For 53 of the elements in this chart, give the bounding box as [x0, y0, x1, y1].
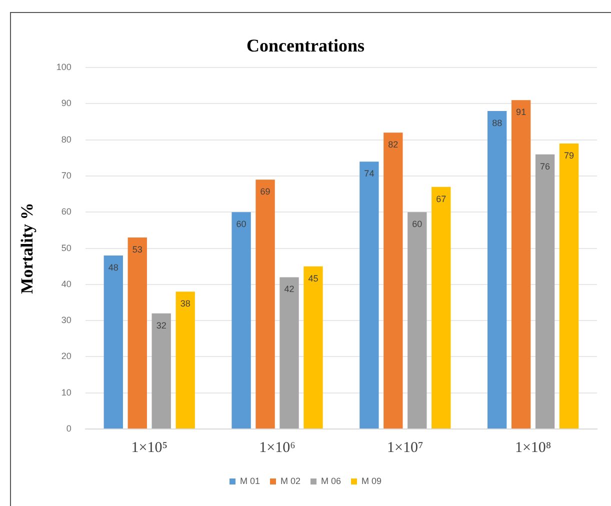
- bar: [176, 292, 195, 428]
- bar: [128, 237, 147, 428]
- y-tick-label: 80: [61, 134, 72, 144]
- data-label: 45: [308, 273, 318, 284]
- y-tick-label: 90: [61, 98, 72, 108]
- data-label: 32: [156, 320, 166, 330]
- data-label: 88: [492, 118, 502, 128]
- y-tick-label: 100: [56, 62, 72, 72]
- bar: [280, 277, 299, 428]
- legend-label: M 09: [362, 476, 382, 486]
- bar: [511, 100, 531, 428]
- y-tick-label: 0: [66, 423, 72, 434]
- data-label: 42: [284, 284, 294, 294]
- bar: [408, 212, 427, 428]
- bar: [256, 180, 275, 428]
- x-tick-label: 1×10⁵: [131, 440, 168, 456]
- bar: [304, 266, 323, 428]
- data-label: 74: [364, 168, 374, 179]
- data-label: 79: [564, 150, 574, 160]
- y-tick-label: 20: [61, 351, 72, 362]
- data-label: 69: [260, 186, 270, 197]
- legend-label: M 06: [321, 476, 342, 486]
- data-label: 60: [412, 219, 422, 230]
- data-label: 91: [516, 107, 526, 118]
- bar: [104, 256, 123, 428]
- bar: [535, 154, 555, 428]
- data-label: 38: [180, 298, 190, 309]
- bar: [432, 186, 451, 428]
- data-label: 82: [388, 140, 398, 150]
- legend-label: M 02: [280, 476, 301, 486]
- y-tick-label: 30: [61, 315, 72, 326]
- y-tick-label: 70: [61, 170, 72, 181]
- y-axis-title: Mortality %: [18, 202, 37, 294]
- x-tick-label: 1×10⁶: [259, 440, 296, 456]
- y-tick-label: 10: [61, 387, 72, 398]
- bar: [487, 110, 507, 428]
- x-tick-label: 1×10⁸: [514, 440, 552, 456]
- data-label: 67: [436, 194, 446, 204]
- data-label: 60: [236, 219, 246, 230]
- data-label: 53: [132, 244, 142, 254]
- bar: [152, 313, 171, 428]
- data-label: 48: [108, 262, 118, 273]
- bar: [360, 162, 379, 428]
- bar: [384, 132, 403, 428]
- bar: [232, 212, 251, 428]
- y-tick-label: 60: [61, 206, 72, 217]
- x-tick-label: 1×10⁷: [387, 440, 424, 456]
- bar: [559, 143, 579, 428]
- chart-title: Concentrations: [246, 35, 364, 56]
- y-tick-label: 40: [61, 278, 72, 289]
- y-tick-label: 50: [61, 242, 72, 253]
- data-label: 76: [540, 161, 550, 172]
- legend-label: M 01: [240, 476, 260, 486]
